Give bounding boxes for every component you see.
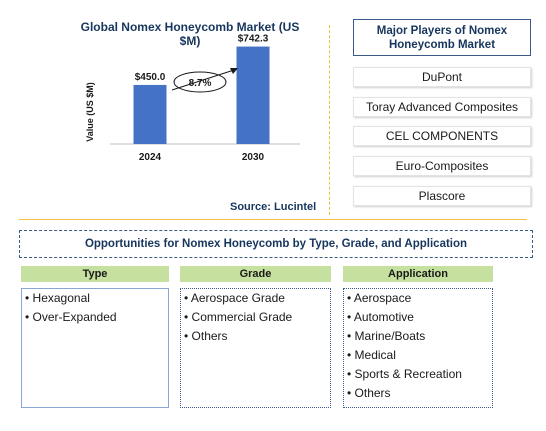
application-item: • Others <box>347 386 391 400</box>
bar-2024 <box>133 84 167 144</box>
application-item: • Automotive <box>347 310 414 324</box>
application-list: • Aerospace • Automotive • Marine/Boats … <box>343 288 493 408</box>
chart-title: Global Nomex Honeycomb Market (US $M) <box>80 20 300 48</box>
cagr-arrowhead <box>230 68 238 74</box>
chart-source: Source: Lucintel <box>230 201 317 213</box>
players-title: Major Players of Nomex Honeycomb Market <box>353 19 531 56</box>
grade-list: • Aerospace Grade • Commercial Grade • O… <box>180 288 331 408</box>
application-header: Application <box>343 266 493 282</box>
bar-value-label: $450.0 <box>135 72 166 83</box>
bar-value-label: $742.3 <box>238 34 269 45</box>
player-item: Euro-Composites <box>353 156 531 176</box>
opportunities-title: Opportunities for Nomex Honeycomb by Typ… <box>19 230 533 258</box>
bar-chart: Value (US $M) $450.0 2024 $742.3 2030 8.7% <box>85 34 300 163</box>
application-item: • Marine/Boats <box>347 329 426 343</box>
type-list: • Hexagonal • Over-Expanded <box>21 288 169 408</box>
grade-item: • Commercial Grade <box>184 310 293 324</box>
player-item: Plascore <box>353 186 531 206</box>
cagr-arrow <box>171 69 235 91</box>
vertical-divider <box>329 25 330 215</box>
cagr-label: 8.7% <box>189 78 212 89</box>
player-item: CEL COMPONENTS <box>353 126 531 146</box>
type-item: • Over-Expanded <box>25 310 117 324</box>
application-item: • Sports & Recreation <box>347 367 462 381</box>
horizontal-divider <box>19 219 527 220</box>
application-item: • Aerospace <box>347 291 412 305</box>
grade-header: Grade <box>180 266 331 282</box>
grade-item: • Aerospace Grade <box>184 291 285 305</box>
y-axis-label: Value (US $M) <box>85 82 95 142</box>
player-item: DuPont <box>353 67 531 87</box>
player-item: Toray Advanced Composites <box>353 97 531 117</box>
x-tick-label: 2030 <box>242 152 265 163</box>
application-item: • Medical <box>347 348 396 362</box>
type-header: Type <box>21 266 169 282</box>
bar-2030 <box>236 46 270 145</box>
type-item: • Hexagonal <box>25 291 90 305</box>
grade-item: • Others <box>184 329 228 343</box>
x-tick-label: 2024 <box>139 152 162 163</box>
